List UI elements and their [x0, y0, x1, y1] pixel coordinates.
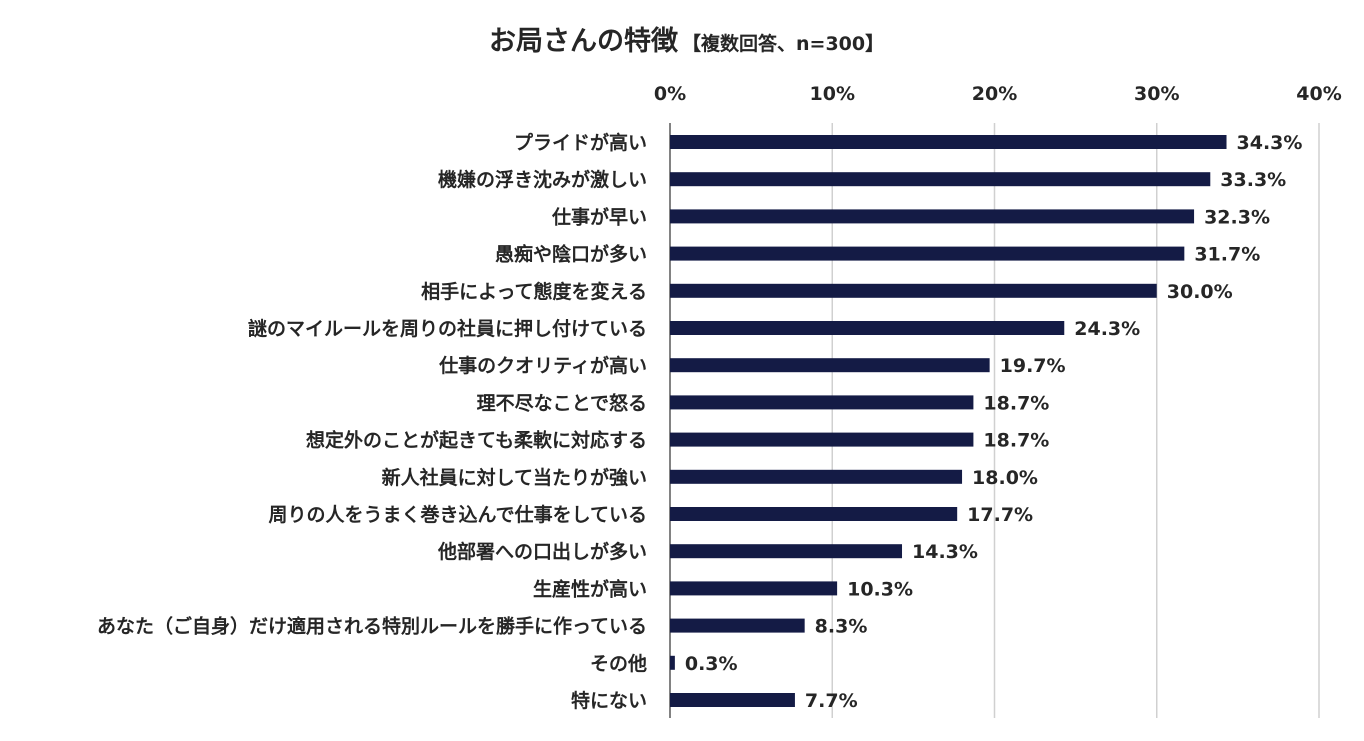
bar: [670, 209, 1195, 224]
category-label: その他: [590, 652, 647, 675]
data-label: 0.3%: [685, 653, 738, 675]
bar: [670, 246, 1185, 261]
data-label: 7.7%: [805, 690, 858, 712]
chart-title: お局さんの特徴 【複数回答、n=300】: [489, 26, 884, 57]
bar: [670, 358, 990, 373]
chart-subtitle: 【複数回答、n=300】: [682, 32, 884, 55]
data-label: 31.7%: [1194, 244, 1260, 266]
bar: [670, 618, 805, 633]
category-label: 機嫌の浮き沈みが激しい: [438, 168, 647, 191]
data-label: 30.0%: [1167, 281, 1233, 303]
category-label: 新人社員に対して当たりが強い: [382, 466, 647, 489]
category-label: 他部署への口出しが多い: [437, 540, 647, 563]
x-axis-ticks: 0% 10% 20% 30% 40%: [654, 83, 1342, 105]
category-label: 周りの人をうまく巻き込んで仕事をしている: [269, 503, 647, 526]
bar: [670, 507, 958, 521]
bar: [670, 283, 1157, 298]
category-label: あなた（ご自身）だけ適用される特別ルールを勝手に作っている: [97, 615, 647, 638]
category-label: 生産性が高い: [533, 577, 647, 600]
category-label: 仕事が早い: [551, 205, 647, 228]
data-label: 8.3%: [815, 616, 868, 638]
value-labels: 34.3% 33.3% 32.3% 31.7% 30.0% 24.3% 19.7% 18.7%…: [685, 132, 1303, 712]
category-label: 特にない: [571, 690, 647, 712]
data-label: 19.7%: [1000, 355, 1066, 377]
category-label: プライドが高い: [514, 131, 647, 154]
category-labels: プライドが高い機嫌の浮き沈みが激しい仕事が早い愚痴や陰口が多い相手によって態度を…: [97, 131, 647, 712]
category-label: 想定外のことが起きても柔軟に対応する: [306, 429, 647, 452]
bar: [670, 135, 1227, 149]
x-tick-label: 0%: [654, 83, 686, 105]
category-label: 愚痴や陰口が多い: [495, 243, 647, 266]
bar: [670, 693, 795, 707]
bar: [670, 321, 1065, 335]
bars: [670, 135, 1227, 707]
data-label: 24.3%: [1074, 318, 1140, 340]
bar: [670, 655, 675, 670]
category-label: 相手によって態度を変える: [421, 280, 647, 303]
data-label: 34.3%: [1237, 132, 1303, 154]
data-label: 32.3%: [1204, 206, 1270, 228]
data-label: 18.7%: [983, 430, 1049, 452]
category-label: 仕事のクオリティが高い: [438, 354, 647, 377]
data-label: 17.7%: [967, 504, 1033, 526]
x-tick-label: 40%: [1296, 83, 1341, 105]
data-label: 14.3%: [912, 541, 978, 563]
data-label: 18.0%: [972, 467, 1038, 489]
x-tick-label: 20%: [972, 83, 1017, 105]
category-label: 理不尽なことで怒る: [477, 391, 647, 414]
bar: [670, 581, 838, 596]
bar: [670, 469, 963, 484]
data-label: 33.3%: [1220, 169, 1286, 191]
bar: [670, 544, 903, 559]
category-label: 謎のマイルールを周りの社員に押し付けている: [248, 317, 647, 340]
bar: [670, 432, 974, 447]
bar: [670, 395, 974, 410]
data-label: 10.3%: [847, 578, 913, 600]
x-tick-label: 10%: [810, 83, 855, 105]
x-tick-label: 30%: [1134, 83, 1179, 105]
chart-title-main: お局さんの特徴: [489, 26, 679, 57]
bar: [670, 172, 1211, 187]
data-label: 18.7%: [983, 392, 1049, 414]
